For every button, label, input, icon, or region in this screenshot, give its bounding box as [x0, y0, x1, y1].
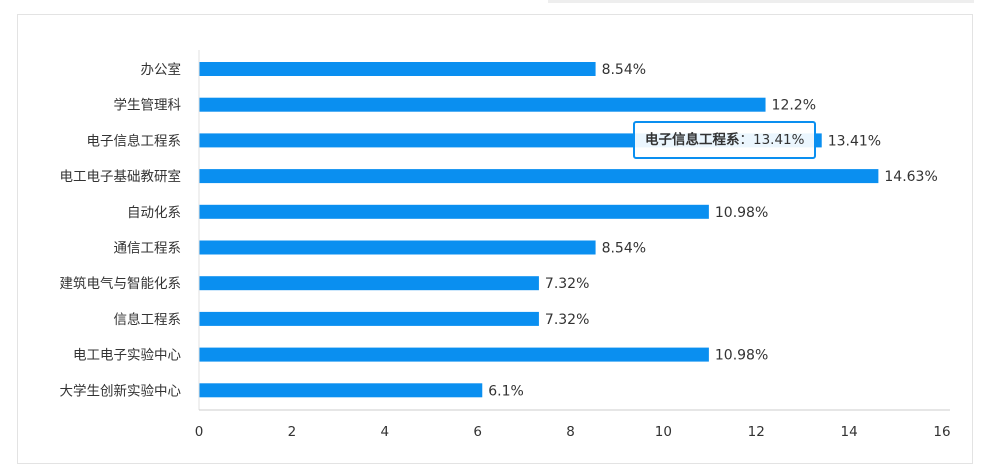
- chart-tooltip: 电子信息工程系：13.41%: [633, 121, 817, 159]
- category-label: 通信工程系: [114, 241, 182, 257]
- value-labels: 8.54% 12.2% 13.41% 14.63% 10.98% 8.54% 7.32% 7.…: [488, 62, 938, 399]
- x-tick-label: 4: [380, 424, 389, 440]
- value-label: 10.98%: [715, 205, 768, 221]
- tooltip-separator: ：: [739, 132, 754, 148]
- x-tick-label: 0: [195, 424, 204, 440]
- category-label: 自动化系: [127, 205, 181, 221]
- x-axis: 0 2 4 6 8 10 12 14 16: [195, 50, 951, 440]
- value-label: 12.2%: [772, 98, 816, 114]
- category-label: 信息工程系: [114, 311, 182, 328]
- value-label: 8.54%: [602, 241, 646, 257]
- category-label: 大学生创新实验中心: [60, 383, 182, 399]
- bar[interactable]: [199, 276, 539, 291]
- x-tick-label: 2: [288, 424, 297, 440]
- value-label: 13.41%: [828, 133, 881, 149]
- category-label: 建筑电气与智能化系: [60, 276, 182, 292]
- top-toolbar-strip: [548, 0, 974, 3]
- x-tick-label: 16: [933, 424, 950, 440]
- category-labels: 办公室学生管理科电子信息工程系电工电子基础教研室自动化系通信工程系建筑电气与智能…: [60, 61, 182, 399]
- x-tick-label: 10: [655, 424, 672, 440]
- bar[interactable]: [199, 204, 709, 219]
- category-label: 电工电子实验中心: [73, 348, 181, 364]
- value-label: 8.54%: [602, 62, 646, 78]
- value-label: 7.32%: [545, 312, 589, 328]
- category-label: 学生管理科: [114, 98, 182, 114]
- tooltip-value: 13.41%: [753, 132, 805, 148]
- value-label: 14.63%: [884, 169, 937, 185]
- category-label: 电子信息工程系: [87, 132, 182, 149]
- bar[interactable]: [199, 311, 539, 326]
- tooltip-category: 电子信息工程系: [645, 132, 740, 148]
- x-tick-label: 12: [748, 424, 765, 440]
- x-tick-label: 14: [841, 424, 858, 440]
- bar[interactable]: [199, 169, 879, 184]
- bar[interactable]: [199, 383, 483, 398]
- category-label: 办公室: [141, 61, 182, 78]
- x-tick-label: 6: [473, 424, 482, 440]
- chart-card: [17, 14, 973, 464]
- bar[interactable]: [199, 347, 709, 362]
- bar[interactable]: [199, 240, 596, 255]
- category-label: 电工电子基础教研室: [60, 168, 182, 185]
- value-label: 10.98%: [715, 348, 768, 364]
- bar-group: [199, 62, 879, 398]
- value-label: 7.32%: [545, 276, 589, 292]
- bar[interactable]: [199, 97, 766, 112]
- value-label: 6.1%: [488, 383, 524, 399]
- x-tick-label: 8: [566, 424, 575, 440]
- bar[interactable]: [199, 62, 596, 76]
